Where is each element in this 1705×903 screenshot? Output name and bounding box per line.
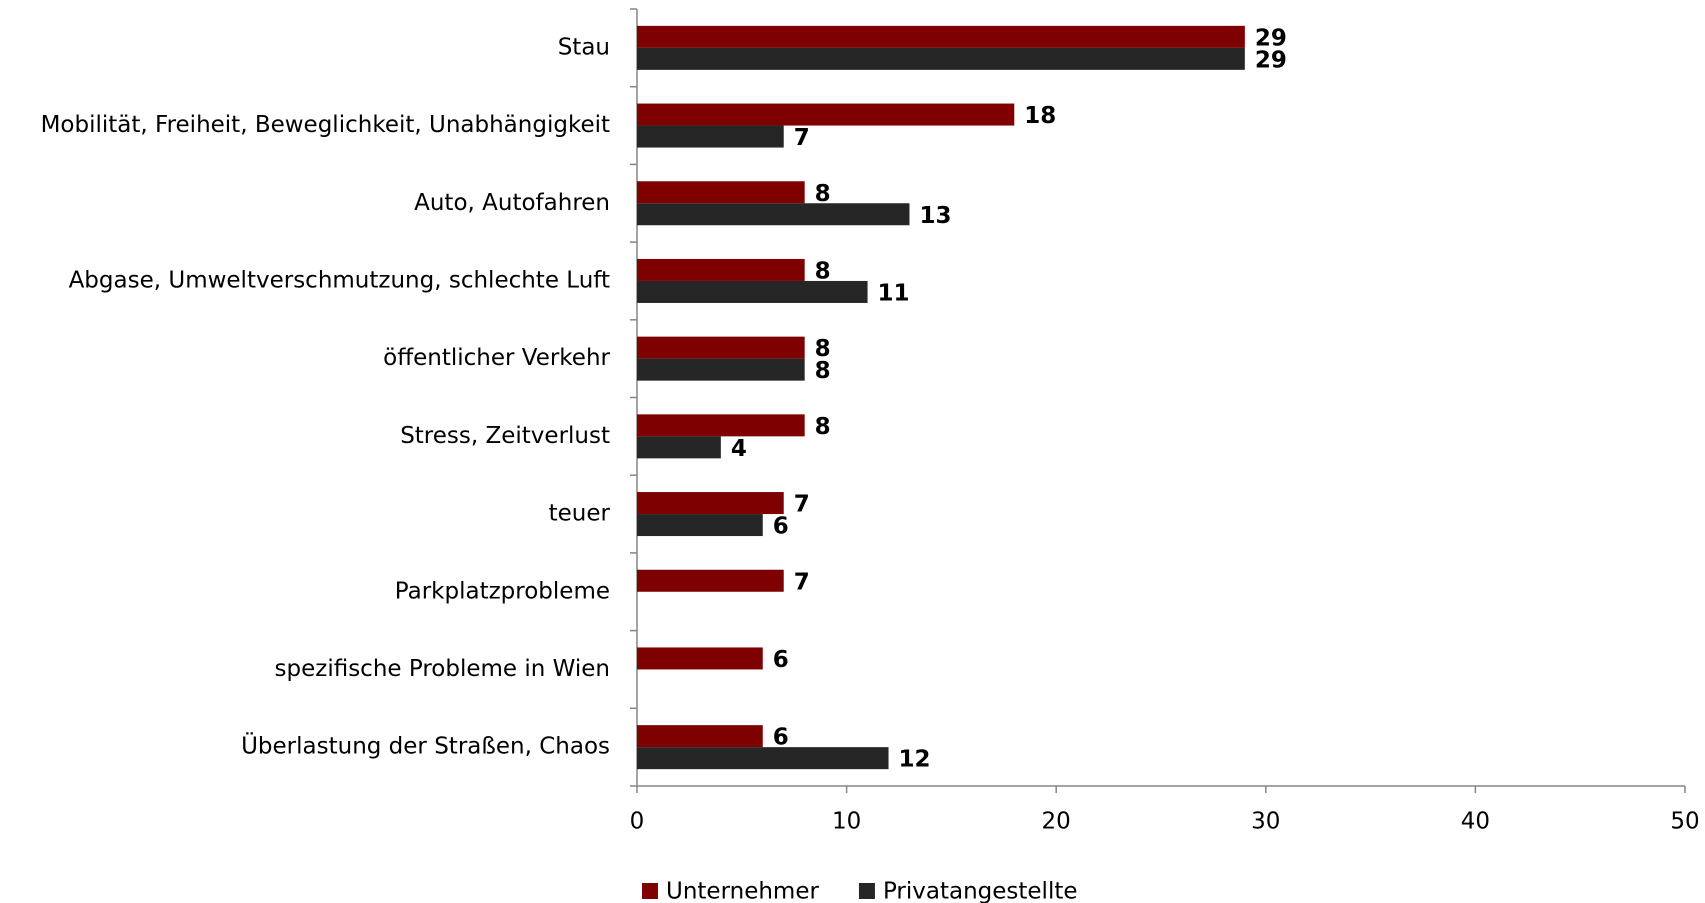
- x-tick-label: 20: [1042, 809, 1071, 835]
- bar: [637, 181, 805, 204]
- legend-swatch: [858, 883, 875, 899]
- y-tick-label: Parkplatzprobleme: [395, 578, 610, 604]
- value-label: 18: [1024, 103, 1056, 129]
- y-tick-label: öffentlicher Verkehr: [383, 345, 610, 371]
- value-label: 6: [773, 514, 789, 540]
- bar: [637, 125, 784, 148]
- value-label: 7: [794, 492, 810, 518]
- bar: [637, 203, 910, 226]
- y-tick-label: spezifische Probleme in Wien: [275, 656, 610, 682]
- legend-label: Privatangestellte: [883, 879, 1078, 903]
- value-label: 29: [1255, 25, 1287, 51]
- legend-swatch: [642, 883, 658, 899]
- x-tick-label: 30: [1251, 809, 1280, 835]
- x-tick-label: 0: [630, 809, 645, 835]
- bar: [637, 747, 889, 770]
- bar: [637, 569, 784, 592]
- x-tick-label: 40: [1461, 809, 1490, 835]
- value-label: 29: [1255, 47, 1287, 73]
- bar: [637, 358, 805, 381]
- value-label: 11: [878, 280, 910, 306]
- value-label: 8: [815, 258, 831, 284]
- value-label: 7: [794, 569, 810, 595]
- x-tick-label: 10: [832, 809, 861, 835]
- bar: [637, 280, 868, 303]
- bar: [637, 25, 1245, 48]
- x-tick-label: 50: [1670, 809, 1699, 835]
- y-tick-label: Stau: [558, 34, 610, 60]
- bar: [637, 647, 763, 670]
- bar: [637, 336, 805, 359]
- value-label: 8: [815, 358, 831, 384]
- bar: [637, 258, 805, 281]
- legend-label: Unternehmer: [666, 879, 819, 903]
- y-tick-label: Stress, Zeitverlust: [400, 423, 610, 449]
- bar: [637, 492, 784, 515]
- value-label: 7: [794, 125, 810, 151]
- value-label: 4: [731, 436, 747, 462]
- bar: [637, 725, 763, 748]
- bar: [637, 103, 1015, 126]
- value-label: 12: [899, 747, 931, 773]
- value-label: 6: [773, 647, 789, 673]
- value-label: 13: [919, 203, 951, 229]
- y-tick-label: Abgase, Umweltverschmutzung, schlechte L…: [69, 267, 610, 293]
- value-label: 6: [773, 725, 789, 751]
- bar: [637, 414, 805, 437]
- value-label: 8: [815, 336, 831, 362]
- y-tick-label: Überlastung der Straßen, Chaos: [241, 732, 610, 760]
- bar: [637, 436, 721, 459]
- value-label: 8: [815, 181, 831, 207]
- y-tick-label: Auto, Autofahren: [414, 190, 610, 216]
- bar: [637, 514, 763, 537]
- value-label: 8: [815, 414, 831, 440]
- y-tick-label: teuer: [549, 501, 611, 527]
- bar: [637, 47, 1245, 70]
- y-tick-label: Mobilität, Freiheit, Beweglichkeit, Unab…: [41, 112, 610, 138]
